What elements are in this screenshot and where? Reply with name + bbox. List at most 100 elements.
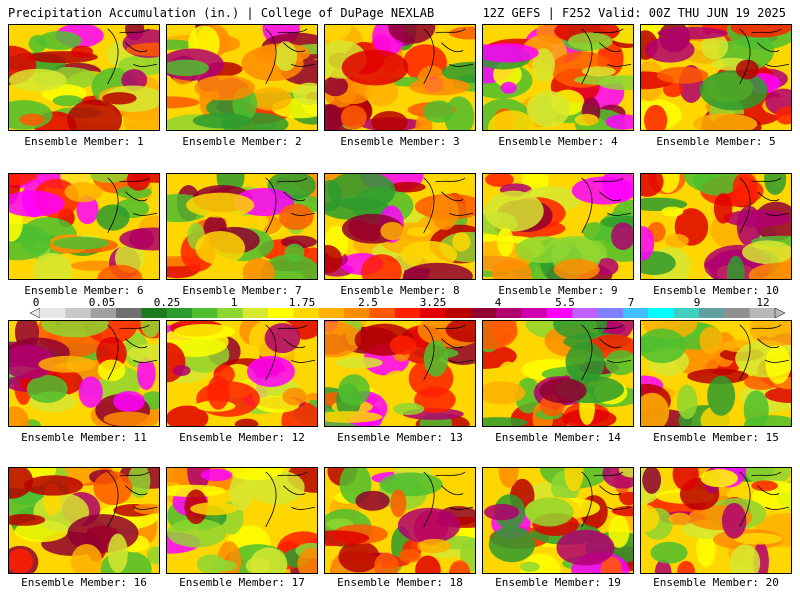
colorbar-swatch [420,308,447,318]
member-label: Ensemble Member: 19 [495,576,621,589]
colorbar-tick-label: 1.75 [288,296,316,309]
colorbar-right-arrow [774,308,785,318]
lake-outline [739,324,790,381]
colorbar-swatch [369,308,396,318]
colorbar-swatch [268,308,294,318]
colorbar-swatch [445,308,472,318]
member-label: Ensemble Member: 6 [24,284,144,297]
colorbar-swatch [192,308,218,318]
colorbar-tick-label: 0.25 [153,296,181,309]
member-map-panel [8,24,160,131]
member-label: Ensemble Member: 18 [337,576,463,589]
colorbar-tick-label: 1 [230,296,238,309]
lake-outline [107,28,158,85]
member-map-panel [482,320,634,427]
colorbar-tick-label: 4 [494,296,502,309]
member-map-panel [482,467,634,574]
lake-outline [265,324,316,381]
colorbar-swatch [242,308,269,318]
member-label: Ensemble Member: 1 [24,135,144,148]
colorbar-swatch [572,308,599,318]
lake-outline [739,471,790,528]
precip-colorbar [30,308,785,318]
member-label: Ensemble Member: 10 [653,284,779,297]
lake-outline [581,471,632,528]
member-label: Ensemble Member: 8 [340,284,460,297]
lake-outline [107,177,158,234]
member-map-panel [8,467,160,574]
colorbar-swatch [141,308,168,318]
member-map-panel [640,173,792,280]
member-map-panel [166,320,318,427]
member-map-panel [324,467,476,574]
colorbar-swatch [724,308,751,318]
colorbar-swatch [521,308,548,318]
member-label: Ensemble Member: 14 [495,431,621,444]
member-map-panel [166,24,318,131]
member-label: Ensemble Member: 4 [498,135,618,148]
member-label: Ensemble Member: 2 [182,135,302,148]
colorbar-swatch [65,308,92,318]
colorbar-swatch [293,308,320,318]
member-map-panel [640,467,792,574]
member-label: Ensemble Member: 20 [653,576,779,589]
member-map-panel [166,173,318,280]
member-label: Ensemble Member: 3 [340,135,460,148]
colorbar-tick-label: 5.5 [555,296,575,309]
member-map-panel [640,320,792,427]
colorbar-tick-label: 9 [693,296,701,309]
colorbar-tick-label: 0.05 [88,296,116,309]
lake-outline [107,471,158,528]
member-map-panel [482,24,634,131]
lake-outline [423,177,474,234]
colorbar-swatch [40,308,66,318]
lake-outline [581,324,632,381]
colorbar-swatch [673,308,700,318]
lake-outline [423,471,474,528]
colorbar-swatch [546,308,573,318]
lake-outline [423,28,474,85]
colorbar-tick-label: 2.5 [358,296,378,309]
colorbar-swatch [597,308,624,318]
model-run-info: 12Z GEFS | F252 Valid: 00Z THU JUN 19 20… [482,6,786,20]
lake-outline [739,28,790,85]
lake-outline [423,324,474,381]
colorbar-tick-label: 7 [627,296,635,309]
member-map-panel [324,320,476,427]
colorbar-swatch [344,308,370,318]
member-map-panel [324,24,476,131]
lake-outline [581,177,632,234]
member-map-panel [324,173,476,280]
colorbar-swatch [394,308,421,318]
colorbar-swatch [470,308,497,318]
colorbar-swatch [116,308,142,318]
colorbar-swatch [496,308,523,318]
member-map-panel [166,467,318,574]
lake-outline [581,28,632,85]
member-label: Ensemble Member: 7 [182,284,302,297]
colorbar-tick-label: 0 [32,296,40,309]
member-label: Ensemble Member: 5 [656,135,776,148]
member-map-panel [8,320,160,427]
colorbar-swatch [648,308,675,318]
colorbar-tick-label: 3.25 [419,296,447,309]
colorbar-swatch [90,308,117,318]
colorbar-swatch [318,308,345,318]
colorbar-tick-label: 12 [756,296,770,309]
colorbar-swatch [698,308,725,318]
colorbar-swatch [749,308,776,318]
member-label: Ensemble Member: 11 [21,431,147,444]
member-label: Ensemble Member: 13 [337,431,463,444]
colorbar-swatch [166,308,193,318]
lake-outline [107,324,158,381]
member-label: Ensemble Member: 12 [179,431,305,444]
colorbar-left-arrow [30,308,41,318]
member-label: Ensemble Member: 9 [498,284,618,297]
lake-outline [265,471,316,528]
lake-outline [265,28,316,85]
member-label: Ensemble Member: 16 [21,576,147,589]
member-label: Ensemble Member: 15 [653,431,779,444]
lake-outline [265,177,316,234]
member-map-panel [482,173,634,280]
member-map-panel [8,173,160,280]
